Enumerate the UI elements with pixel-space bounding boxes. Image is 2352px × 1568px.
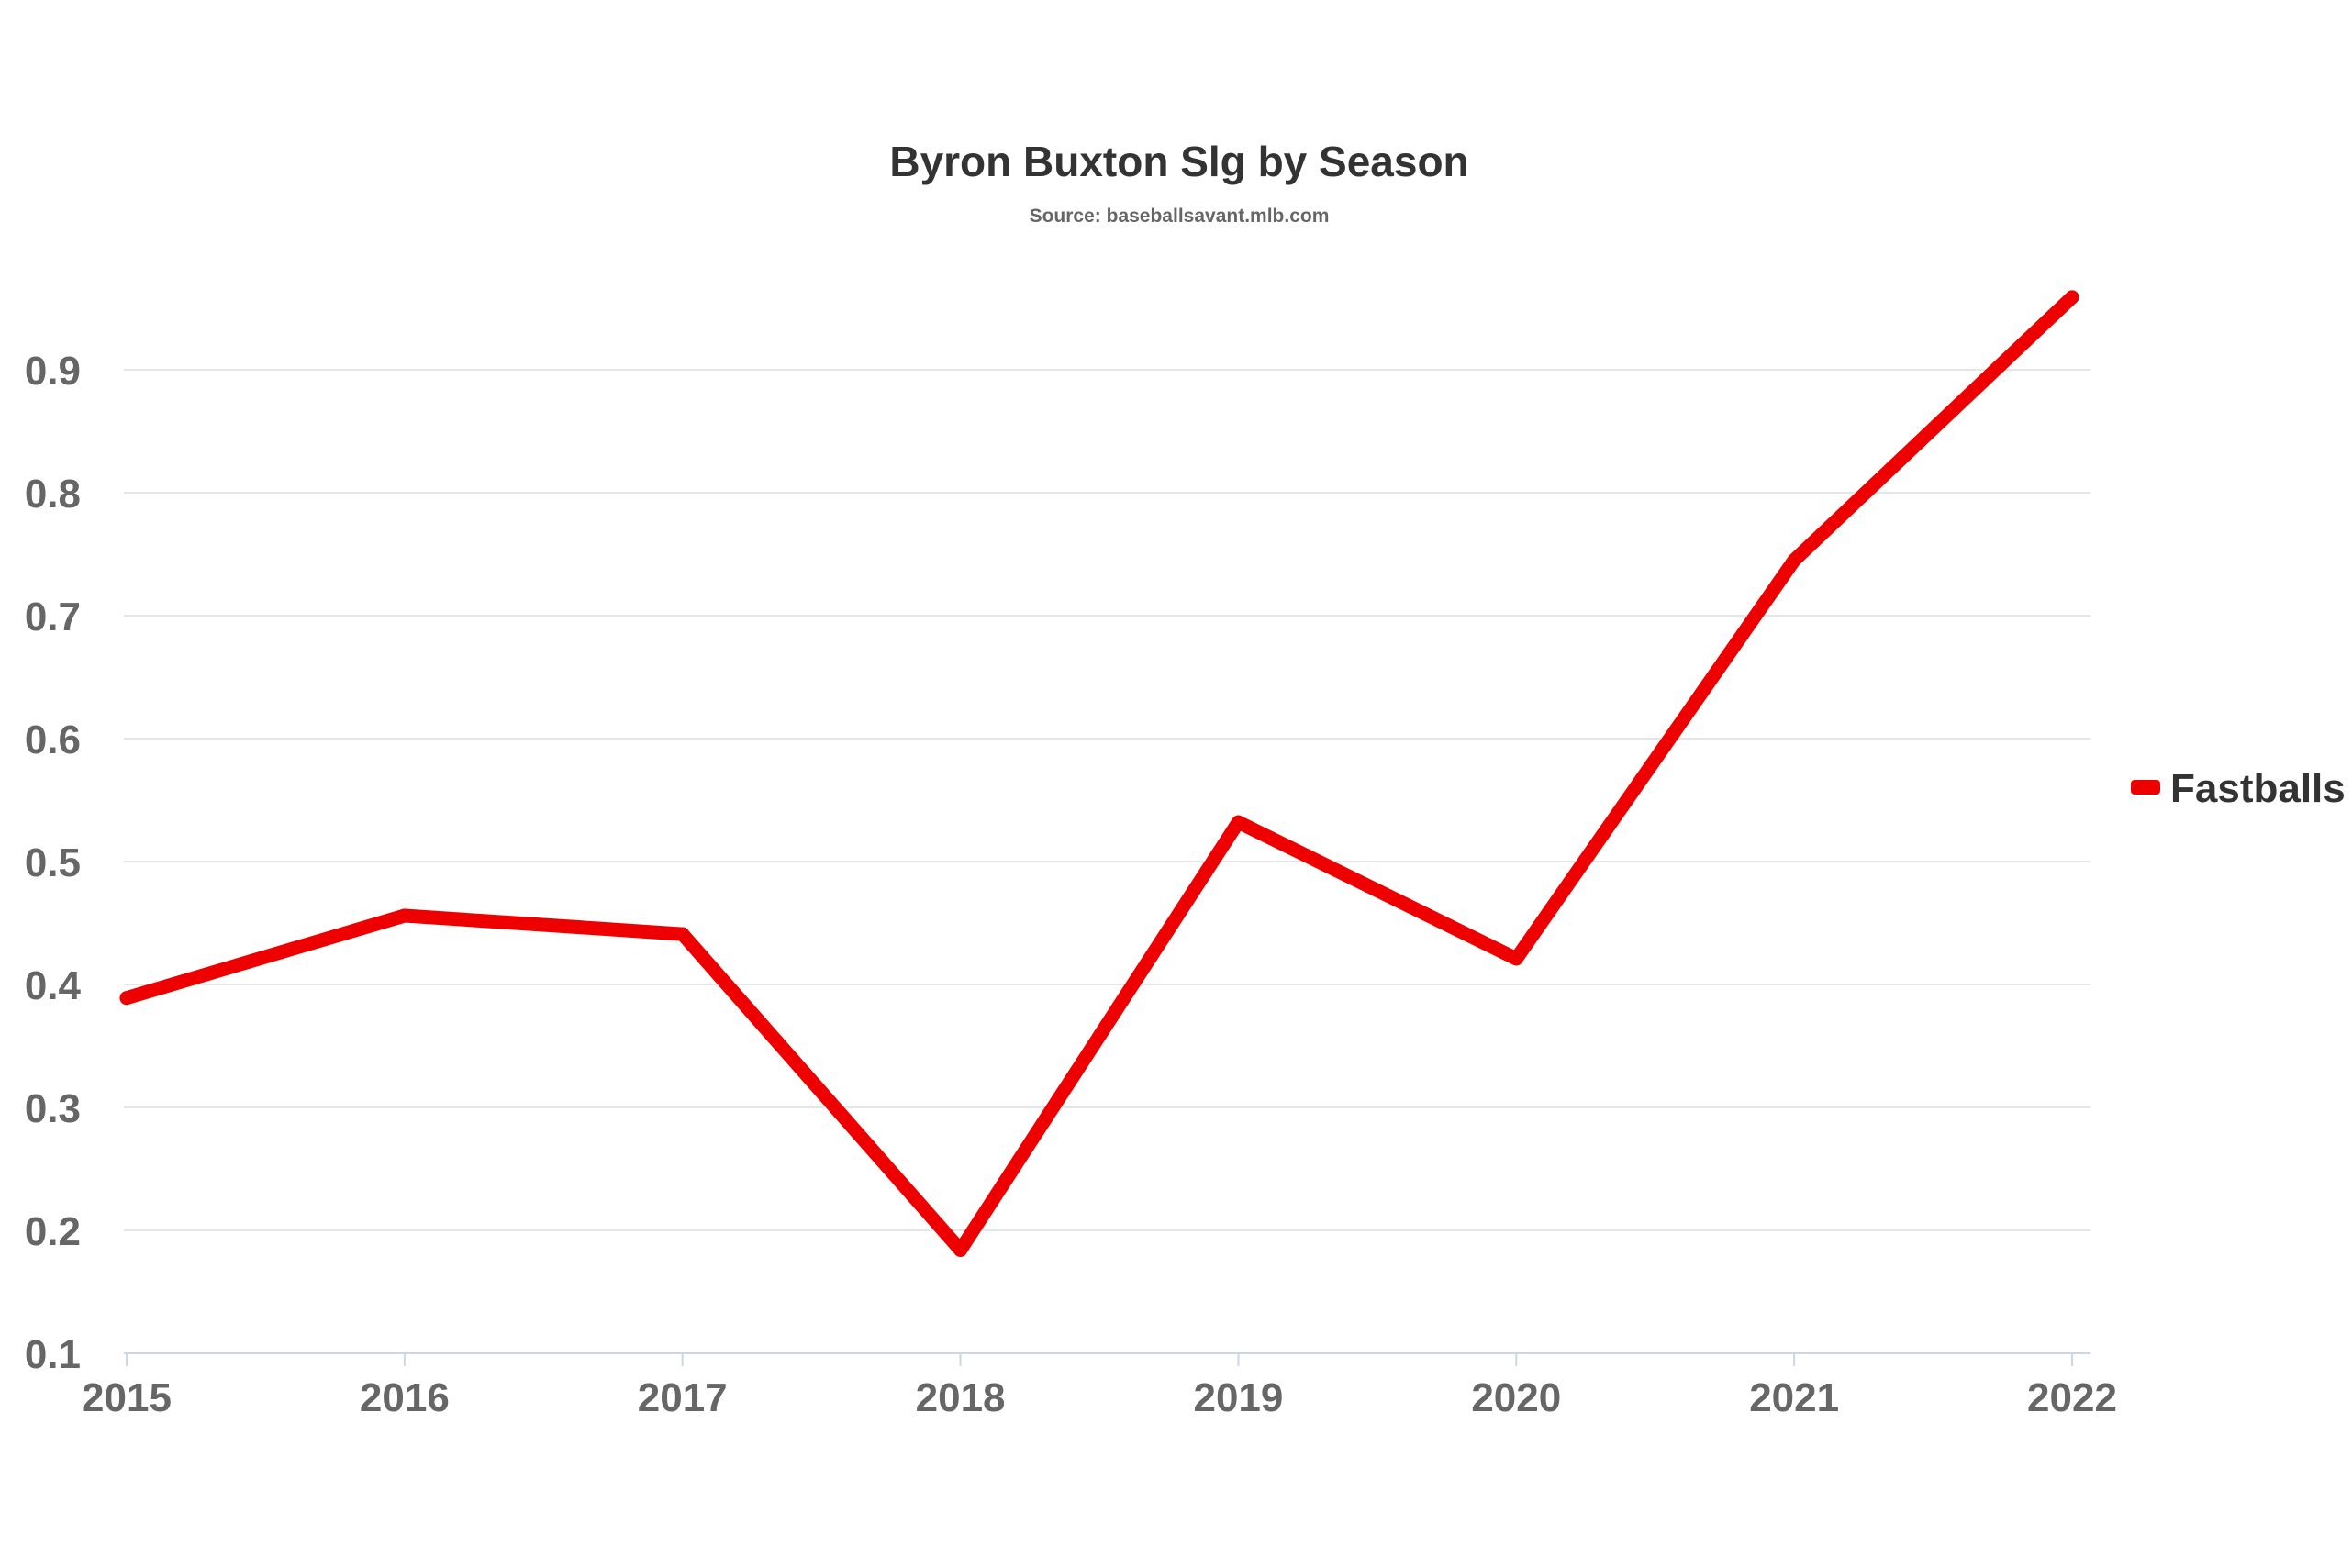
- x-tick-label: 2017: [638, 1375, 728, 1420]
- y-tick-label: 0.6: [25, 717, 81, 762]
- chart-title: Byron Buxton Slg by Season: [889, 138, 1468, 185]
- x-tick-label: 2015: [82, 1375, 172, 1420]
- y-tick-label: 0.3: [25, 1086, 81, 1131]
- data-point[interactable]: [397, 908, 412, 923]
- gridlines: [124, 369, 2090, 1231]
- x-tick-label: 2020: [1471, 1375, 1561, 1420]
- x-tick-label: 2016: [360, 1375, 450, 1420]
- series-group: [119, 290, 2079, 1257]
- x-tick-label: 2019: [1193, 1375, 1283, 1420]
- x-axis-ticks: 2015 2016 2017 2018 2019 2020 2021 2022: [82, 1353, 2117, 1420]
- y-tick-label: 0.8: [25, 472, 81, 517]
- data-point[interactable]: [119, 991, 134, 1006]
- series-line-fastballs[interactable]: [119, 290, 2079, 1257]
- x-tick-label: 2018: [916, 1375, 1006, 1420]
- data-point[interactable]: [1509, 951, 1523, 966]
- x-tick-label: 2021: [1749, 1375, 1839, 1420]
- x-tick-label: 2022: [2027, 1375, 2117, 1420]
- y-tick-label: 0.4: [25, 963, 82, 1008]
- y-tick-label: 0.1: [25, 1332, 81, 1377]
- data-point[interactable]: [675, 927, 690, 941]
- data-point[interactable]: [953, 1242, 968, 1257]
- y-tick-label: 0.5: [25, 840, 81, 885]
- data-point[interactable]: [1231, 815, 1245, 829]
- data-point[interactable]: [2065, 290, 2079, 305]
- chart-subtitle: Source: baseballsavant.mlb.com: [1030, 206, 1330, 227]
- legend[interactable]: Fastballs: [2131, 766, 2346, 811]
- data-point[interactable]: [1787, 553, 1801, 568]
- y-tick-label: 0.9: [25, 349, 81, 394]
- legend-item-label[interactable]: Fastballs: [2170, 766, 2346, 811]
- legend-swatch: [2131, 780, 2160, 795]
- y-axis: 0.1 0.2 0.3 0.4 0.5 0.6 0.7 0.8 0.9: [25, 349, 82, 1377]
- y-tick-label: 0.2: [25, 1209, 81, 1254]
- y-tick-label: 0.7: [25, 595, 81, 639]
